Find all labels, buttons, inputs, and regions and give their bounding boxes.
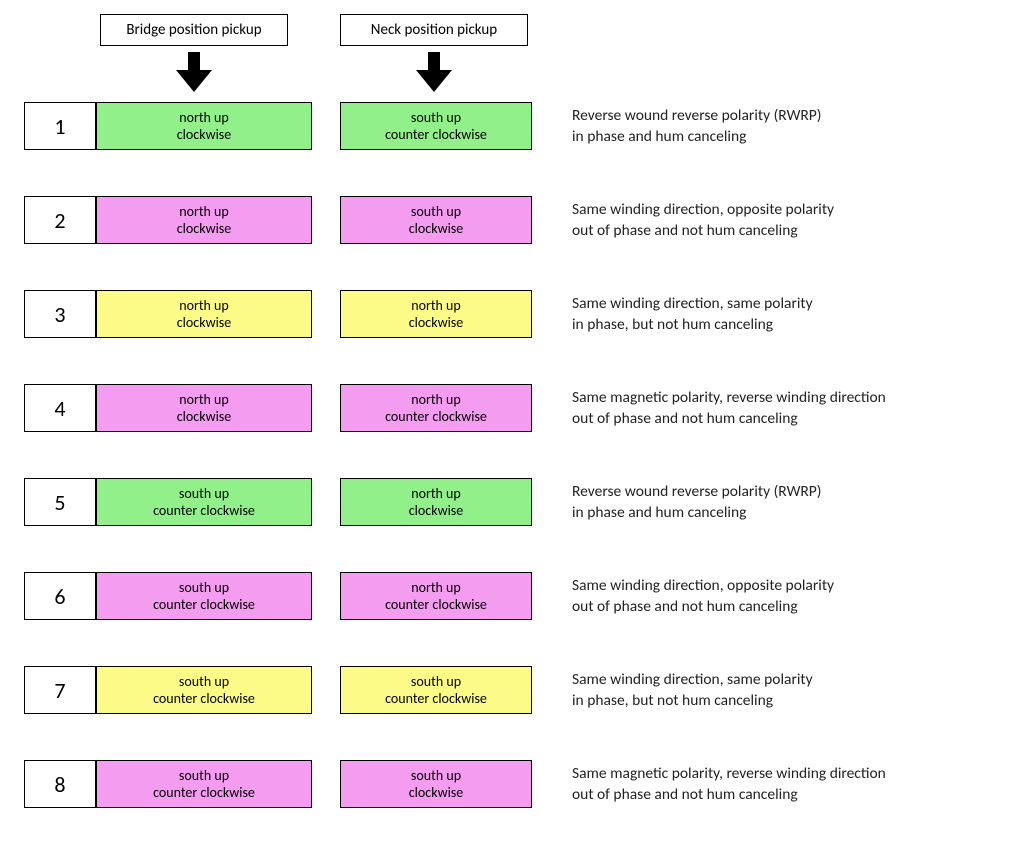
description-line-2: in phase and hum canceling [572, 127, 1012, 148]
row-number: 5 [24, 478, 96, 526]
row-description: Reverse wound reverse polarity (RWRP)in … [572, 106, 1012, 148]
bridge-cell: south upcounter clockwise [96, 760, 312, 808]
description-line-2: out of phase and not hum canceling [572, 597, 1012, 618]
description-line-2: in phase, but not hum canceling [572, 315, 1012, 336]
description-line-1: Same winding direction, opposite polarit… [572, 200, 1012, 221]
description-line-1: Reverse wound reverse polarity (RWRP) [572, 106, 1012, 127]
row-description: Same winding direction, opposite polarit… [572, 576, 1012, 618]
bridge-winding: clockwise [177, 126, 231, 144]
neck-polarity: north up [411, 485, 461, 503]
bridge-polarity: north up [179, 109, 229, 127]
row-description: Same winding direction, same polarityin … [572, 670, 1012, 712]
bridge-polarity: south up [179, 485, 229, 503]
bridge-cell: north upclockwise [96, 102, 312, 150]
neck-winding: clockwise [409, 220, 463, 238]
bridge-cell: north upclockwise [96, 290, 312, 338]
bridge-polarity: south up [179, 579, 229, 597]
bridge-cell: north upclockwise [96, 384, 312, 432]
neck-winding: counter clockwise [385, 690, 487, 708]
bridge-polarity: south up [179, 767, 229, 785]
description-line-2: out of phase and not hum canceling [572, 785, 1012, 806]
neck-cell: south upcounter clockwise [340, 102, 532, 150]
row-number: 8 [24, 760, 96, 808]
neck-polarity: south up [411, 203, 461, 221]
row-description: Same magnetic polarity, reverse winding … [572, 388, 1012, 430]
bridge-winding: counter clockwise [153, 596, 255, 614]
neck-cell: south upclockwise [340, 760, 532, 808]
neck-cell: north upcounter clockwise [340, 384, 532, 432]
neck-cell: north upcounter clockwise [340, 572, 532, 620]
bridge-winding: clockwise [177, 408, 231, 426]
neck-winding: clockwise [409, 502, 463, 520]
neck-winding: counter clockwise [385, 126, 487, 144]
description-line-1: Same magnetic polarity, reverse winding … [572, 388, 1012, 409]
row-number: 2 [24, 196, 96, 244]
bridge-winding: counter clockwise [153, 502, 255, 520]
bridge-polarity: south up [179, 673, 229, 691]
row-description: Same winding direction, same polarityin … [572, 294, 1012, 336]
neck-polarity: north up [411, 579, 461, 597]
neck-polarity: south up [411, 673, 461, 691]
bridge-winding: counter clockwise [153, 784, 255, 802]
bridge-polarity: north up [179, 391, 229, 409]
row-description: Reverse wound reverse polarity (RWRP)in … [572, 482, 1012, 524]
description-line-2: in phase, but not hum canceling [572, 691, 1012, 712]
bridge-winding: clockwise [177, 220, 231, 238]
neck-polarity: south up [411, 109, 461, 127]
neck-cell: south upcounter clockwise [340, 666, 532, 714]
neck-winding: clockwise [409, 784, 463, 802]
description-line-1: Same magnetic polarity, reverse winding … [572, 764, 1012, 785]
arrow-down-icon [176, 52, 212, 92]
neck-cell: north upclockwise [340, 478, 532, 526]
header-neck: Neck position pickup [340, 14, 528, 46]
description-line-1: Same winding direction, same polarity [572, 670, 1012, 691]
row-description: Same winding direction, opposite polarit… [572, 200, 1012, 242]
description-line-2: in phase and hum canceling [572, 503, 1012, 524]
bridge-cell: north upclockwise [96, 196, 312, 244]
neck-cell: south upclockwise [340, 196, 532, 244]
description-line-2: out of phase and not hum canceling [572, 221, 1012, 242]
description-line-1: Same winding direction, same polarity [572, 294, 1012, 315]
row-number: 7 [24, 666, 96, 714]
neck-polarity: north up [411, 297, 461, 315]
description-line-2: out of phase and not hum canceling [572, 409, 1012, 430]
row-description: Same magnetic polarity, reverse winding … [572, 764, 1012, 806]
neck-polarity: south up [411, 767, 461, 785]
row-number: 3 [24, 290, 96, 338]
description-line-1: Same winding direction, opposite polarit… [572, 576, 1012, 597]
bridge-winding: counter clockwise [153, 690, 255, 708]
neck-winding: clockwise [409, 314, 463, 332]
arrow-down-icon [416, 52, 452, 92]
bridge-cell: south upcounter clockwise [96, 478, 312, 526]
bridge-cell: south upcounter clockwise [96, 666, 312, 714]
bridge-polarity: north up [179, 297, 229, 315]
description-line-1: Reverse wound reverse polarity (RWRP) [572, 482, 1012, 503]
bridge-winding: clockwise [177, 314, 231, 332]
neck-polarity: north up [411, 391, 461, 409]
neck-winding: counter clockwise [385, 408, 487, 426]
row-number: 4 [24, 384, 96, 432]
bridge-cell: south upcounter clockwise [96, 572, 312, 620]
row-number: 1 [24, 102, 96, 150]
row-number: 6 [24, 572, 96, 620]
neck-cell: north upclockwise [340, 290, 532, 338]
header-bridge: Bridge position pickup [100, 14, 288, 46]
neck-winding: counter clockwise [385, 596, 487, 614]
bridge-polarity: north up [179, 203, 229, 221]
